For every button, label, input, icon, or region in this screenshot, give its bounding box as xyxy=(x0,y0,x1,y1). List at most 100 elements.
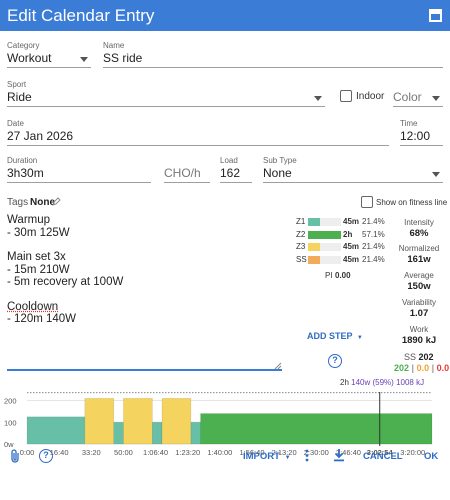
ss-part-orange: 0.0 xyxy=(416,363,430,373)
cancel-button[interactable]: CANCEL xyxy=(363,451,403,462)
zone-bar-track xyxy=(308,255,341,264)
stat-work: Work 1890 kJ xyxy=(392,325,446,346)
name-underline xyxy=(103,67,443,68)
ss-part-red: 0.0 xyxy=(436,363,450,373)
y-tick-label: 200 xyxy=(4,397,17,406)
date-input[interactable]: 27 Jan 2026 xyxy=(7,129,74,143)
cho-underline xyxy=(164,182,210,183)
pencil-icon[interactable] xyxy=(52,197,61,206)
color-select[interactable]: Color xyxy=(393,90,422,104)
ss-value: 202 xyxy=(418,352,434,362)
time-label: Time xyxy=(400,119,418,128)
help-icon[interactable]: ? xyxy=(328,354,342,368)
zone-name: SS xyxy=(296,254,307,264)
work-label: Work xyxy=(409,325,429,334)
power-segment-z3 xyxy=(123,398,153,445)
zone-row-z3: Z3 45m 21.4% xyxy=(296,242,391,252)
average-value: 150w xyxy=(407,281,431,292)
power-segment-z1 xyxy=(113,422,124,445)
add-step-button[interactable]: ADD STEP ▼ xyxy=(307,331,363,341)
maximize-icon[interactable] xyxy=(429,9,442,22)
color-chevron-down-icon[interactable] xyxy=(432,96,440,101)
intensity-label: Intensity xyxy=(404,218,434,227)
hover-power: 140w (59%) xyxy=(351,378,394,387)
zone-time: 45m xyxy=(343,242,360,251)
power-segment-z2 xyxy=(200,413,433,445)
zone-percent: 57.1% xyxy=(362,229,385,239)
time-input[interactable]: 12:00 xyxy=(400,129,431,143)
zone-bar-track xyxy=(308,243,341,251)
tags-value[interactable]: None xyxy=(30,197,55,208)
normalized-label: Normalized xyxy=(398,244,440,253)
zone-name: Z1 xyxy=(296,217,306,226)
zone-row-z2: Z2 2h 57.1% xyxy=(296,230,391,240)
fitness-line-checkbox[interactable] xyxy=(361,196,373,208)
x-tick-label: 3:20:00 xyxy=(400,448,425,457)
x-tick-label: 50:00 xyxy=(114,448,133,457)
zone-time: 45m xyxy=(343,217,360,226)
resize-handle-icon[interactable] xyxy=(274,362,282,370)
duration-underline xyxy=(7,182,151,183)
import-button[interactable]: IMPORT ▼ xyxy=(243,451,291,462)
zone-bar-track xyxy=(308,218,341,226)
power-segment-z1 xyxy=(190,422,201,445)
workout-text-underline xyxy=(7,369,282,371)
variability-label: Variability xyxy=(401,298,437,307)
main-step-1: - 15m 210W xyxy=(7,263,70,276)
cooldown-title: Cooldown xyxy=(7,300,59,313)
ok-button[interactable]: OK xyxy=(424,451,439,462)
cooldown-step: - 120m 140W xyxy=(7,313,77,325)
x-tick-label: 1:56:40 xyxy=(239,448,264,457)
attachment-icon[interactable] xyxy=(9,449,21,463)
load-input[interactable]: 162 xyxy=(220,166,241,180)
zone-time: 2h xyxy=(343,229,353,239)
pi-value: 0.00 xyxy=(335,271,351,280)
stat-average: Average 150w xyxy=(392,271,446,292)
x-tick-label: 2:30:00 xyxy=(304,448,329,457)
zone-bar xyxy=(308,230,341,239)
workout-text-area[interactable]: Warmup - 30m 125W Main set 3x - 15m 210W… xyxy=(7,214,277,326)
help-icon[interactable]: ? xyxy=(39,449,53,463)
ss-part-green: 202 xyxy=(394,363,410,373)
dialog-actions: ? IMPORT ▼ CANCEL OK xyxy=(0,444,450,500)
cho-input[interactable]: CHO/h xyxy=(164,166,201,180)
date-label: Date xyxy=(7,119,24,128)
category-select[interactable]: Workout xyxy=(7,51,52,65)
zone-percent: 21.4% xyxy=(362,254,385,264)
hover-time: 2h xyxy=(340,378,349,387)
name-input[interactable]: SS ride xyxy=(103,51,143,65)
x-tick-label: 2:13:20 xyxy=(272,448,297,457)
warmup-title: Warmup xyxy=(7,214,51,226)
import-label: IMPORT xyxy=(243,451,280,462)
zone-bar xyxy=(308,218,321,226)
ss-summary: SS 202 xyxy=(404,352,434,362)
x-tick-label: 3:02:54 xyxy=(367,448,394,457)
time-underline xyxy=(400,145,443,146)
stat-normalized: Normalized 161w xyxy=(392,244,446,265)
sport-chevron-down-icon[interactable] xyxy=(314,96,322,101)
subtype-underline xyxy=(263,182,443,183)
sport-select[interactable]: Ride xyxy=(7,90,32,104)
workout-power-chart[interactable]: 200 100 0w 0:00 16:40 33:20 50:00 1:06:40 1:23:2… xyxy=(0,390,450,458)
x-tick-label: 0:00 xyxy=(20,448,35,457)
subtype-chevron-down-icon[interactable] xyxy=(432,172,440,177)
x-tick-label: 2:46:40 xyxy=(336,448,361,457)
ss-separator: | xyxy=(431,363,435,373)
zone-row-z1: Z1 45m 21.4% xyxy=(296,217,391,227)
duration-input[interactable]: 3h30m xyxy=(7,166,44,180)
variability-value: 1.07 xyxy=(409,308,429,319)
x-tick-label: 16:40 xyxy=(50,448,69,457)
intensity-value: 68% xyxy=(409,228,429,239)
dialog-title: Edit Calendar Entry xyxy=(7,6,155,25)
indoor-checkbox[interactable] xyxy=(340,90,352,102)
category-chevron-down-icon[interactable] xyxy=(80,57,88,62)
more-vert-icon[interactable] xyxy=(305,449,309,462)
hover-work: 1008 kJ xyxy=(396,378,425,387)
zone-bar xyxy=(308,243,321,251)
power-segment-z1 xyxy=(152,422,163,445)
subtype-select[interactable]: None xyxy=(263,166,292,180)
color-underline xyxy=(393,106,443,107)
date-underline xyxy=(7,145,389,146)
y-tick-label: 100 xyxy=(4,418,17,427)
download-icon[interactable] xyxy=(333,448,345,462)
